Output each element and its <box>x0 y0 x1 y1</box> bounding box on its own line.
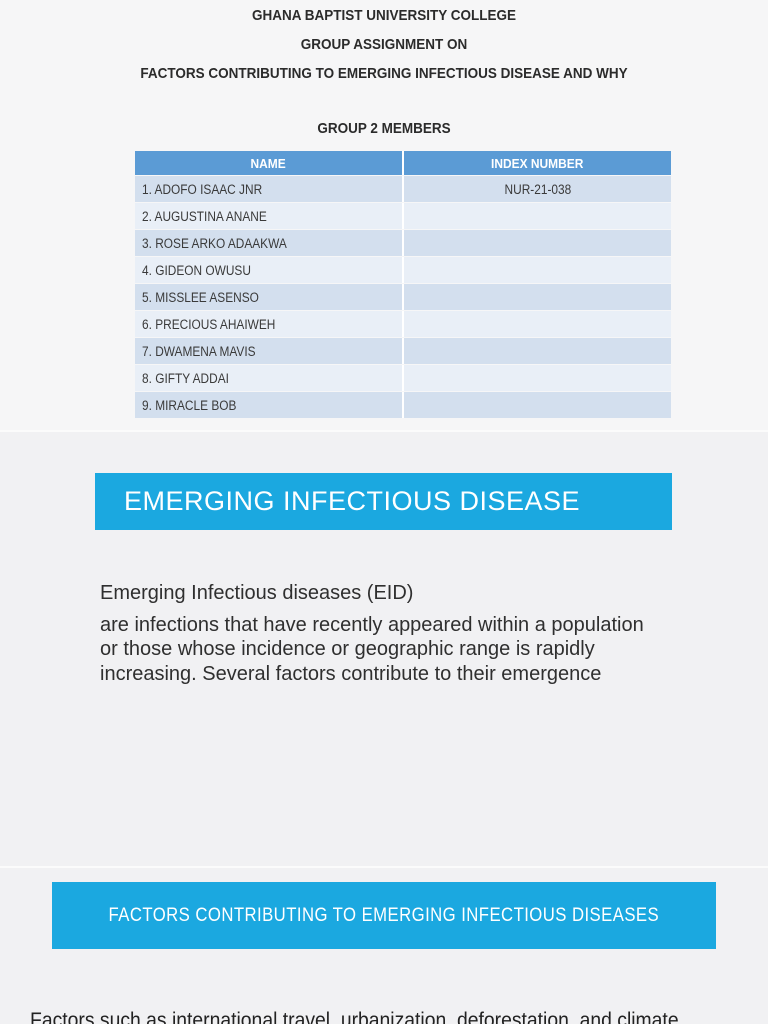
table-header-index-label: INDEX NUMBER <box>491 155 584 171</box>
table-row: 1. ADOFO ISAAC JNR NUR-21-038 <box>135 176 671 202</box>
table-row: 5. MISSLEE ASENSO <box>135 284 671 310</box>
member-name: 9. MIRACLE BOB <box>142 397 237 413</box>
table-row: 8. GIFTY ADDAI <box>135 365 671 391</box>
slide-text-block: Emerging Infectious diseases (EID) are i… <box>100 581 658 686</box>
factors-banner-label: FACTORS CONTRIBUTING TO EMERGING INFECTI… <box>108 904 660 926</box>
table-header-name-label: NAME <box>250 155 287 171</box>
eid-definition-text: are infections that have recently appear… <box>100 613 644 685</box>
member-name: 4. GIDEON OWUSU <box>142 262 251 278</box>
table-row: 7. DWAMENA MAVIS <box>135 338 671 364</box>
page-divider <box>0 430 768 432</box>
member-index-cell <box>404 311 671 337</box>
document-page-1: GHANA BAPTIST UNIVERSITY COLLEGE GROUP A… <box>0 0 768 430</box>
table-row: 9. MIRACLE BOB <box>135 392 671 418</box>
member-index-cell <box>404 203 671 229</box>
factors-body-text-partial: Factors such as international travel, ur… <box>30 1008 679 1024</box>
factors-title-banner: FACTORS CONTRIBUTING TO EMERGING INFECTI… <box>52 882 716 949</box>
member-index-cell <box>404 284 671 310</box>
members-heading: GROUP 2 MEMBERS <box>317 120 451 137</box>
eid-heading: Emerging Infectious diseases (EID) <box>100 582 414 604</box>
member-name-cell: 9. MIRACLE BOB <box>135 392 404 418</box>
member-name-cell: 4. GIDEON OWUSU <box>135 257 404 283</box>
members-table: NAME INDEX NUMBER 1. ADOFO ISAAC JNR NUR… <box>135 151 671 418</box>
member-name: 2. AUGUSTINA ANANE <box>142 208 267 224</box>
table-row: 3. ROSE ARKO ADAAKWA <box>135 230 671 256</box>
member-index-cell <box>404 230 671 256</box>
member-name-cell: 3. ROSE ARKO ADAAKWA <box>135 230 404 256</box>
member-name: 3. ROSE ARKO ADAAKWA <box>142 235 287 251</box>
member-name: 5. MISSLEE ASENSO <box>142 289 259 305</box>
member-name-cell: 6. PRECIOUS AHAIWEH <box>135 311 404 337</box>
member-name-cell: 1. ADOFO ISAAC JNR <box>135 176 404 202</box>
page-divider <box>0 866 768 868</box>
member-index-cell <box>404 257 671 283</box>
title-line-topic: FACTORS CONTRIBUTING TO EMERGING INFECTI… <box>140 65 628 82</box>
member-name-cell: 8. GIFTY ADDAI <box>135 365 404 391</box>
table-header-row: NAME INDEX NUMBER <box>135 151 671 175</box>
table-row: 6. PRECIOUS AHAIWEH <box>135 311 671 337</box>
slide-title-banner: EMERGING INFECTIOUS DISEASE <box>95 473 672 530</box>
title-line-college: GHANA BAPTIST UNIVERSITY COLLEGE <box>251 7 517 24</box>
member-index-cell: NUR-21-038 <box>404 176 671 202</box>
member-name: 7. DWAMENA MAVIS <box>142 343 256 359</box>
member-name: 8. GIFTY ADDAI <box>142 370 229 386</box>
table-row: 2. AUGUSTINA ANANE <box>135 203 671 229</box>
member-name-cell: 7. DWAMENA MAVIS <box>135 338 404 364</box>
member-name-cell: 2. AUGUSTINA ANANE <box>135 203 404 229</box>
member-index-cell <box>404 365 671 391</box>
table-row: 4. GIDEON OWUSU <box>135 257 671 283</box>
member-index-cell <box>404 392 671 418</box>
table-header-name: NAME <box>135 151 404 175</box>
table-header-index-number: INDEX NUMBER <box>404 151 671 175</box>
member-name-cell: 5. MISSLEE ASENSO <box>135 284 404 310</box>
member-index-cell <box>404 338 671 364</box>
member-name: 1. ADOFO ISAAC JNR <box>142 181 263 197</box>
title-line-assignment: GROUP ASSIGNMENT ON <box>300 36 468 53</box>
member-name: 6. PRECIOUS AHAIWEH <box>142 316 276 332</box>
member-index: NUR-21-038 <box>504 181 571 197</box>
